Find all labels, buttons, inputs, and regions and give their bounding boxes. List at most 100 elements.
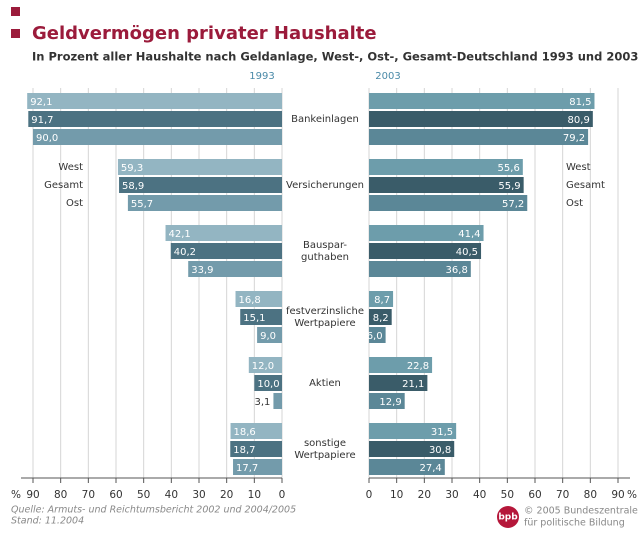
title-marker xyxy=(11,7,20,16)
bar xyxy=(165,225,282,241)
bar xyxy=(369,243,482,259)
legend-label: Ost xyxy=(566,198,583,209)
category-label: Aktien xyxy=(309,378,341,389)
bar xyxy=(273,393,282,409)
bar xyxy=(254,375,282,391)
value-label: 36,8 xyxy=(446,265,468,276)
value-label: 12,0 xyxy=(252,361,274,372)
bar xyxy=(170,243,282,259)
bar xyxy=(369,357,433,373)
x-tick-label: 0 xyxy=(279,489,286,501)
x-tick-label: 50 xyxy=(501,489,514,501)
value-label: 8,2 xyxy=(373,313,389,324)
bar xyxy=(257,327,282,343)
value-label: 55,7 xyxy=(131,199,153,210)
value-label: 10,0 xyxy=(257,379,279,390)
bar xyxy=(230,441,282,457)
credit: für politische Bildung xyxy=(524,518,625,529)
x-tick-label: 70 xyxy=(82,489,95,501)
value-label: 80,9 xyxy=(568,115,590,126)
value-label: 55,6 xyxy=(498,163,520,174)
value-label: 41,4 xyxy=(458,229,480,240)
value-label: 40,5 xyxy=(456,247,478,258)
bar xyxy=(369,393,405,409)
value-label: 12,9 xyxy=(379,397,401,408)
bar xyxy=(369,159,523,175)
axis-unit: % xyxy=(627,489,637,501)
axis-unit: % xyxy=(11,489,21,501)
value-label: 55,9 xyxy=(498,181,520,192)
bar xyxy=(117,159,282,175)
stand: Stand: 11.2004 xyxy=(11,516,84,527)
value-label: 17,7 xyxy=(236,463,258,474)
x-tick-label: 80 xyxy=(54,489,67,501)
x-tick-label: 40 xyxy=(473,489,486,501)
value-label: 18,7 xyxy=(233,445,255,456)
value-label: 9,0 xyxy=(260,331,276,342)
value-label: 33,9 xyxy=(191,265,213,276)
x-tick-label: 30 xyxy=(445,489,458,501)
category-label: Bankeinlagen xyxy=(291,114,359,125)
x-tick-label: 70 xyxy=(556,489,569,501)
value-label: 30,8 xyxy=(429,445,451,456)
panel-label: 2003 xyxy=(375,71,400,82)
panel-label: 1993 xyxy=(249,71,274,82)
x-tick-label: 90 xyxy=(611,489,624,501)
title-marker xyxy=(11,29,20,38)
x-tick-label: 60 xyxy=(109,489,122,501)
value-label: 6,0 xyxy=(367,331,383,342)
x-tick-label: 60 xyxy=(528,489,541,501)
source: Quelle: Armuts- und Reichtumsbericht 200… xyxy=(11,505,296,516)
x-tick-label: 10 xyxy=(390,489,403,501)
value-label: 22,8 xyxy=(407,361,429,372)
legend-label: Ost xyxy=(66,198,83,209)
legend-label: Gesamt xyxy=(44,180,83,191)
logo-text: bpb xyxy=(498,513,518,523)
bar xyxy=(369,261,471,277)
legend-label: Gesamt xyxy=(566,180,605,191)
bar xyxy=(240,309,282,325)
bar xyxy=(369,327,386,343)
value-label: 92,1 xyxy=(30,97,52,108)
value-label: 90,0 xyxy=(36,133,58,144)
x-tick-label: 80 xyxy=(584,489,597,501)
bar xyxy=(248,357,282,373)
bar xyxy=(369,459,445,475)
chart-title: Geldvermögen privater Haushalte xyxy=(32,23,377,44)
value-label: 58,9 xyxy=(122,181,144,192)
bar xyxy=(188,261,282,277)
bar xyxy=(33,129,282,145)
value-label: 21,1 xyxy=(402,379,424,390)
bar xyxy=(369,177,524,193)
bar xyxy=(233,459,282,475)
category-label: festverzinsliche Wertpapiere xyxy=(286,306,364,329)
bar xyxy=(119,177,282,193)
bar xyxy=(230,423,282,439)
chart-subtitle: In Prozent aller Haushalte nach Geldanla… xyxy=(32,50,638,64)
x-tick-label: 20 xyxy=(418,489,431,501)
x-tick-label: 20 xyxy=(220,489,233,501)
x-tick-label: 90 xyxy=(26,489,39,501)
value-label: 42,1 xyxy=(169,229,191,240)
bar xyxy=(28,111,283,127)
category-label: Versicherungen xyxy=(286,180,364,191)
x-tick-label: 40 xyxy=(165,489,178,501)
value-label: 91,7 xyxy=(31,115,53,126)
value-label: 59,3 xyxy=(121,163,143,174)
category-label: Bauspar-guthaben xyxy=(301,240,349,263)
logo xyxy=(497,506,519,528)
bar xyxy=(369,195,528,211)
bar xyxy=(369,129,589,145)
value-label: 3,1 xyxy=(255,397,271,408)
value-label: 18,6 xyxy=(234,427,256,438)
bar xyxy=(369,309,392,325)
value-label: 40,2 xyxy=(174,247,196,258)
value-label: 31,5 xyxy=(431,427,453,438)
x-tick-label: 30 xyxy=(192,489,205,501)
bar xyxy=(369,291,394,307)
legend-label: West xyxy=(566,162,591,173)
value-label: 57,2 xyxy=(502,199,524,210)
x-tick-label: 50 xyxy=(137,489,150,501)
bar xyxy=(235,291,282,307)
